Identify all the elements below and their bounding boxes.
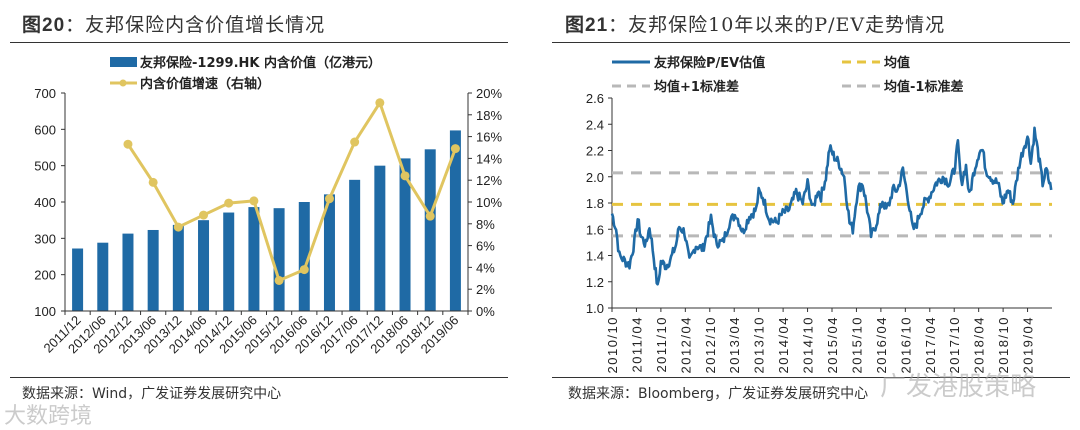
bar-2017/06 [349,179,361,311]
legend-bar-swatch [110,57,137,67]
pev-x-tick-label: 2012/04 [678,316,693,374]
y-tick-label: 100 [34,304,56,319]
growth-point-2017/12 [375,98,385,108]
bar-2012/12 [122,233,134,311]
growth-point-2014/06 [199,210,209,220]
pev-x-tick-label: 2017/04 [923,316,938,374]
y2-tick-label: 18% [476,108,502,123]
bar-2016/06 [298,202,310,311]
y-tick-label: 700 [34,86,56,101]
bar-2013/12 [172,224,184,311]
y2-tick-label: 12% [476,173,502,188]
pev-x-tick-label: 2016/10 [898,316,913,374]
legend-pev-label: 友邦保险P/EV估值 [654,55,765,71]
watermark-right: 广发港股策略 [880,372,1037,402]
growth-point-2015/06 [249,196,259,206]
y2-tick-label: 14% [476,151,502,166]
growth-point-2013/06 [148,177,158,187]
pev-x-tick-label: 2011/04 [629,316,644,373]
legend-mean-label: 均值 [884,55,910,71]
bar-2017/12 [374,165,386,311]
pev-y-tick-label: 2.6 [586,91,604,106]
pev-y-tick-label: 1.8 [586,196,604,211]
pev-x-tick-label: 2015/10 [849,316,864,374]
left-source-rule [10,377,508,378]
legend-line-marker [119,79,127,87]
y-tick-label: 200 [34,268,56,283]
bar-2014/06 [198,220,210,311]
right-chart-title: 图21：友邦保险10年以来的P/EV走势情况 [565,14,946,36]
pev-y-tick-label: 1.0 [586,301,604,316]
growth-point-2013/12 [173,222,183,232]
bar-2012/06 [97,242,109,311]
y-tick-label: 600 [34,122,56,137]
y-tick-label: 400 [34,195,56,210]
growth-point-2016/06 [299,265,309,275]
pev-y-tick-label: 2.2 [586,144,604,159]
pev-x-tick-label: 2014/04 [776,316,791,374]
left-source: 数据来源：Wind，广发证券发展研究中心 [22,386,282,402]
growth-point-2012/12 [123,139,133,149]
pev-x-tick-label: 2017/10 [947,316,962,374]
y-tick-label: 500 [34,159,56,174]
pev-x-tick-label: 2011/10 [654,316,669,373]
growth-point-2014/12 [224,198,234,208]
y2-tick-label: 6% [476,239,495,254]
pev-y-tick-label: 1.6 [586,222,604,237]
y2-tick-label: 16% [476,130,502,145]
right-title-rule [552,42,1070,43]
growth-point-2019/06 [450,144,460,154]
pev-y-tick-label: 2.0 [586,170,604,185]
growth-point-2016/12 [324,194,334,204]
bar-2011/12 [72,248,84,311]
bar-2019/06 [449,130,461,311]
bar-2013/06 [147,229,159,311]
y2-tick-label: 0% [476,304,495,319]
legend-plus-std-label: 均值+1标准差 [654,79,739,95]
growth-point-2017/06 [350,137,360,147]
legend-minus-std-label: 均值-1标准差 [884,79,963,95]
y2-tick-label: 20% [476,86,502,101]
pev-x-tick-label: 2013/04 [727,316,742,374]
pev-line [610,126,1053,286]
watermark-left: 大数跨境 [4,404,93,429]
bar-2014/12 [223,212,235,311]
bar-2018/06 [399,158,411,311]
y-tick-label: 300 [34,231,56,246]
pev-x-tick-label: 2019/04 [1021,316,1036,374]
pev-x-tick-label: 2015/04 [825,316,840,374]
growth-point-2015/12 [274,275,284,285]
y2-tick-label: 10% [476,195,502,210]
right-source: 数据来源：Bloomberg，广发证券发展研究中心 [568,386,869,402]
pev-y-tick-label: 1.2 [586,275,604,290]
pev-y-tick-label: 2.4 [586,117,604,132]
pev-x-tick-label: 2014/10 [801,316,816,374]
y2-tick-label: 8% [476,217,495,232]
bar-2015/12 [273,208,285,311]
growth-line [126,99,457,283]
pev-x-tick-label: 2018/10 [996,316,1011,374]
bar-2015/06 [248,207,260,311]
right-source-rule [552,377,1070,378]
pev-y-tick-label: 1.4 [586,249,604,264]
bar-2018/12 [424,149,436,311]
legend-bar-label: 友邦保险-1299.HK 内含价值（亿港元） [140,55,381,71]
left-chart-title: 图20：友邦保险内含价值增长情况 [22,14,326,36]
pev-x-tick-label: 2013/10 [752,316,767,374]
pev-x-tick-label: 2012/10 [703,316,718,374]
growth-point-2018/06 [400,171,410,181]
legend-line-label: 内含价值增速（右轴） [140,76,270,92]
y2-tick-label: 4% [476,260,495,275]
pev-x-tick-label: 2010/10 [605,316,620,374]
pev-x-tick-label: 2018/04 [972,316,987,374]
bar-2016/12 [323,194,335,311]
left-title-rule [10,42,508,43]
y2-tick-label: 2% [476,282,495,297]
pev-x-tick-label: 2016/04 [874,316,889,374]
growth-point-2018/12 [425,211,435,221]
